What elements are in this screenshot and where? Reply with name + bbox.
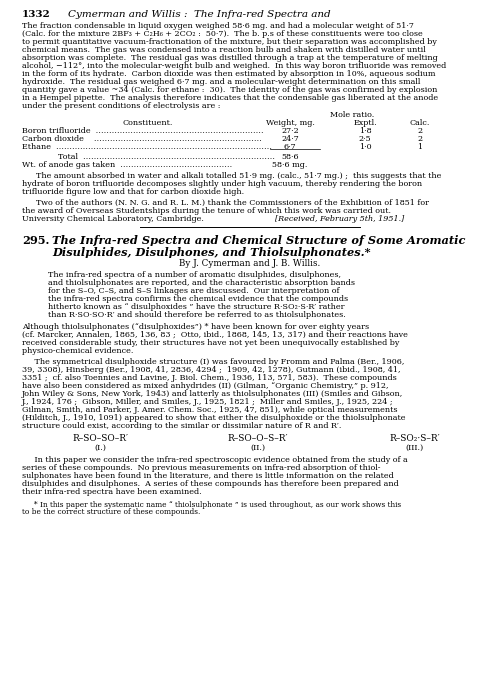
Text: hitherto known as “ disulphoxides ” have the structure R·SO₂·S·R′ rather: hitherto known as “ disulphoxides ” have… xyxy=(48,303,344,311)
Text: * In this paper the systematic name “ thiolsulphonate ” is used throughout, as o: * In this paper the systematic name “ th… xyxy=(22,501,401,509)
Text: [Received, February 5th, 1951.]: [Received, February 5th, 1951.] xyxy=(275,215,404,223)
Text: physico-chemical evidence.: physico-chemical evidence. xyxy=(22,347,134,355)
Text: (I.): (I.) xyxy=(94,444,106,452)
Text: Cymerman and Willis :  The Infra-red Spectra and: Cymerman and Willis : The Infra-red Spec… xyxy=(68,10,330,19)
Text: received considerable study, their structures have not yet been unequivocally es: received considerable study, their struc… xyxy=(22,339,400,347)
Text: Boron trifluoride  ………………………………………………………: Boron trifluoride ……………………………………………………… xyxy=(22,127,264,135)
Text: The amount absorbed in water and alkali totalled 51·9 mg. (calc., 51·7 mg.) ;  t: The amount absorbed in water and alkali … xyxy=(36,172,442,180)
Text: Weight, mg.: Weight, mg. xyxy=(266,119,314,127)
Text: 1·0: 1·0 xyxy=(358,143,372,151)
Text: in the form of its hydrate.  Carbon dioxide was then estimated by absorption in : in the form of its hydrate. Carbon dioxi… xyxy=(22,70,436,78)
Text: structure could exist, according to the similar or dissimilar nature of R and R′: structure could exist, according to the … xyxy=(22,422,342,430)
Text: in a Hempel pipette.  The analysis therefore indicates that the condensable gas : in a Hempel pipette. The analysis theref… xyxy=(22,94,438,102)
Text: Calc.: Calc. xyxy=(410,119,430,127)
Text: 24·7: 24·7 xyxy=(281,135,299,143)
Text: sulphonates have been found in the literature, and there is little information o: sulphonates have been found in the liter… xyxy=(22,472,394,480)
Text: Constituent.: Constituent. xyxy=(123,119,173,127)
Text: under the present conditions of electrolysis are :: under the present conditions of electrol… xyxy=(22,102,220,110)
Text: 3351 ;  cf. also Toennies and Lavine, J. Biol. Chem., 1936, 113, 571, 583).  The: 3351 ; cf. also Toennies and Lavine, J. … xyxy=(22,374,397,382)
Text: 1332: 1332 xyxy=(22,10,51,19)
Text: 58·6 mg.: 58·6 mg. xyxy=(272,161,308,169)
Text: hydroxide.  The residual gas weighed 6·7 mg. and a molecular-weight determinatio: hydroxide. The residual gas weighed 6·7 … xyxy=(22,78,420,86)
Text: for the S–O, C–S, and S–S linkages are discussed.  Our interpretation of: for the S–O, C–S, and S–S linkages are d… xyxy=(48,287,340,295)
Text: alcohol, −112°, into the molecular-weight bulb and weighed.  In this way boron t: alcohol, −112°, into the molecular-weigh… xyxy=(22,62,446,70)
Text: 2·5: 2·5 xyxy=(358,135,372,143)
Text: Gilman, Smith, and Parker, J. Amer. Chem. Soc., 1925, 47, 851), while optical me: Gilman, Smith, and Parker, J. Amer. Chem… xyxy=(22,406,398,414)
Text: R–SO–SO–R′: R–SO–SO–R′ xyxy=(72,434,128,443)
Text: 27·2: 27·2 xyxy=(281,127,299,135)
Text: chemical means.  The gas was condensed into a reaction bulb and shaken with dist: chemical means. The gas was condensed in… xyxy=(22,46,426,54)
Text: quantity gave a value ~34 (Calc. for ethane :  30).  The identity of the gas was: quantity gave a value ~34 (Calc. for eth… xyxy=(22,86,438,94)
Text: (Calc. for the mixture 2BF₃ + C₂H₆ + 2CO₂ :  50·7).  The b. p.s of these constit: (Calc. for the mixture 2BF₃ + C₂H₆ + 2CO… xyxy=(22,30,423,38)
Text: have also been considered as mixed anhydrides (II) (Gilman, “Organic Chemistry,”: have also been considered as mixed anhyd… xyxy=(22,382,388,390)
Text: absorption was complete.  The residual gas was distilled through a trap at the t: absorption was complete. The residual ga… xyxy=(22,54,438,62)
Text: R–SO–O–S–R′: R–SO–O–S–R′ xyxy=(228,434,288,443)
Text: University Chemical Laboratory, Cambridge.: University Chemical Laboratory, Cambridg… xyxy=(22,215,204,223)
Text: 2: 2 xyxy=(418,135,422,143)
Text: Mole ratio.: Mole ratio. xyxy=(330,111,374,119)
Text: R–SO₂·S–R′: R–SO₂·S–R′ xyxy=(390,434,440,443)
Text: the infra-red spectra confirms the chemical evidence that the compounds: the infra-red spectra confirms the chemi… xyxy=(48,295,348,303)
Text: trifluoride figure low and that for carbon dioxide high.: trifluoride figure low and that for carb… xyxy=(22,188,244,196)
Text: 2: 2 xyxy=(418,127,422,135)
Text: John Wiley & Sons, New York, 1943) and latterly as thiolsulphonates (III) (Smile: John Wiley & Sons, New York, 1943) and l… xyxy=(22,390,403,398)
Text: Ethane  ………………………………………………………………………: Ethane ……………………………………………………………………… xyxy=(22,143,272,151)
Text: (III.): (III.) xyxy=(406,444,424,452)
Text: 1·8: 1·8 xyxy=(358,127,372,135)
Text: disulphides and disulphones.  A series of these compounds has therefore been pre: disulphides and disulphones. A series of… xyxy=(22,480,399,488)
Text: their infra-red spectra have been examined.: their infra-red spectra have been examin… xyxy=(22,488,202,496)
Text: hydrate of boron trifluoride decomposes slightly under high vacuum, thereby rend: hydrate of boron trifluoride decomposes … xyxy=(22,180,422,188)
Text: 295.: 295. xyxy=(22,235,50,246)
Text: Although thiolsulphonates (“disulphoxides”) * have been known for over eighty ye: Although thiolsulphonates (“disulphoxide… xyxy=(22,323,369,331)
Text: The Infra-red Spectra and Chemical Structure of Some Aromatic: The Infra-red Spectra and Chemical Struc… xyxy=(52,235,466,246)
Text: 58·6: 58·6 xyxy=(281,153,299,161)
Text: to permit quantitative vacuum-fractionation of the mixture, but their separation: to permit quantitative vacuum-fractionat… xyxy=(22,38,437,46)
Text: Exptl.: Exptl. xyxy=(353,119,377,127)
Text: than R·SO·SO·R′ and should therefore be referred to as thiolsulphonates.: than R·SO·SO·R′ and should therefore be … xyxy=(48,311,346,319)
Text: Carbon dioxide    ………………………………………………………: Carbon dioxide ……………………………………………………… xyxy=(22,135,262,143)
Text: (Hilditch, J., 1910, 1091) appeared to show that either the disulphoxide or the : (Hilditch, J., 1910, 1091) appeared to s… xyxy=(22,414,406,422)
Text: The symmetrical disulphoxide structure (I) was favoured by Fromm and Palma (Ber.: The symmetrical disulphoxide structure (… xyxy=(22,358,404,366)
Text: Wt. of anode gas taken  ……………………………………: Wt. of anode gas taken …………………………………… xyxy=(22,161,232,169)
Text: the award of Overseas Studentships during the tenure of which this work was carr: the award of Overseas Studentships durin… xyxy=(22,207,391,215)
Text: and thiolsulphonates are reported, and the characteristic absorption bands: and thiolsulphonates are reported, and t… xyxy=(48,279,355,287)
Text: 6·7: 6·7 xyxy=(284,143,296,151)
Text: 1: 1 xyxy=(418,143,422,151)
Text: In this paper we consider the infra-red spectroscopic evidence obtained from the: In this paper we consider the infra-red … xyxy=(22,456,408,464)
Text: J., 1924, 176 ;  Gibson, Miller, and Smiles, J., 1925, 1821 ;  Miller and Smiles: J., 1924, 176 ; Gibson, Miller, and Smil… xyxy=(22,398,394,406)
Text: By J. Cymerman and J. B. Willis.: By J. Cymerman and J. B. Willis. xyxy=(180,259,320,268)
Text: The fraction condensable in liquid oxygen weighed 58·6 mg. and had a molecular w: The fraction condensable in liquid oxyge… xyxy=(22,22,414,30)
Text: Disulphides, Disulphones, and Thiolsulphonates.*: Disulphides, Disulphones, and Thiolsulph… xyxy=(52,246,370,258)
Text: series of these compounds.  No previous measurements on infra-red absorption of : series of these compounds. No previous m… xyxy=(22,464,380,472)
Text: (cf. Marcker, Annalen, 1865, 136, 83 ;  Otto, ibid., 1868, 145, 13, 317) and the: (cf. Marcker, Annalen, 1865, 136, 83 ; O… xyxy=(22,331,408,339)
Text: The infra-red spectra of a number of aromatic disulphides, disulphones,: The infra-red spectra of a number of aro… xyxy=(48,271,341,279)
Text: Two of the authors (N. N. G. and R. L. M.) thank the Commissioners of the Exhibi: Two of the authors (N. N. G. and R. L. M… xyxy=(36,199,429,207)
Text: Total  ………………………………………………………………: Total ……………………………………………………………… xyxy=(58,153,275,161)
Text: (II.): (II.) xyxy=(250,444,266,452)
Text: to be the correct structure of these compounds.: to be the correct structure of these com… xyxy=(22,509,201,516)
Text: 39, 3308), Hinsberg (Ber., 1908, 41, 2836, 4294 ;  1909, 42, 1278), Gutmann (ibi: 39, 3308), Hinsberg (Ber., 1908, 41, 283… xyxy=(22,366,400,374)
